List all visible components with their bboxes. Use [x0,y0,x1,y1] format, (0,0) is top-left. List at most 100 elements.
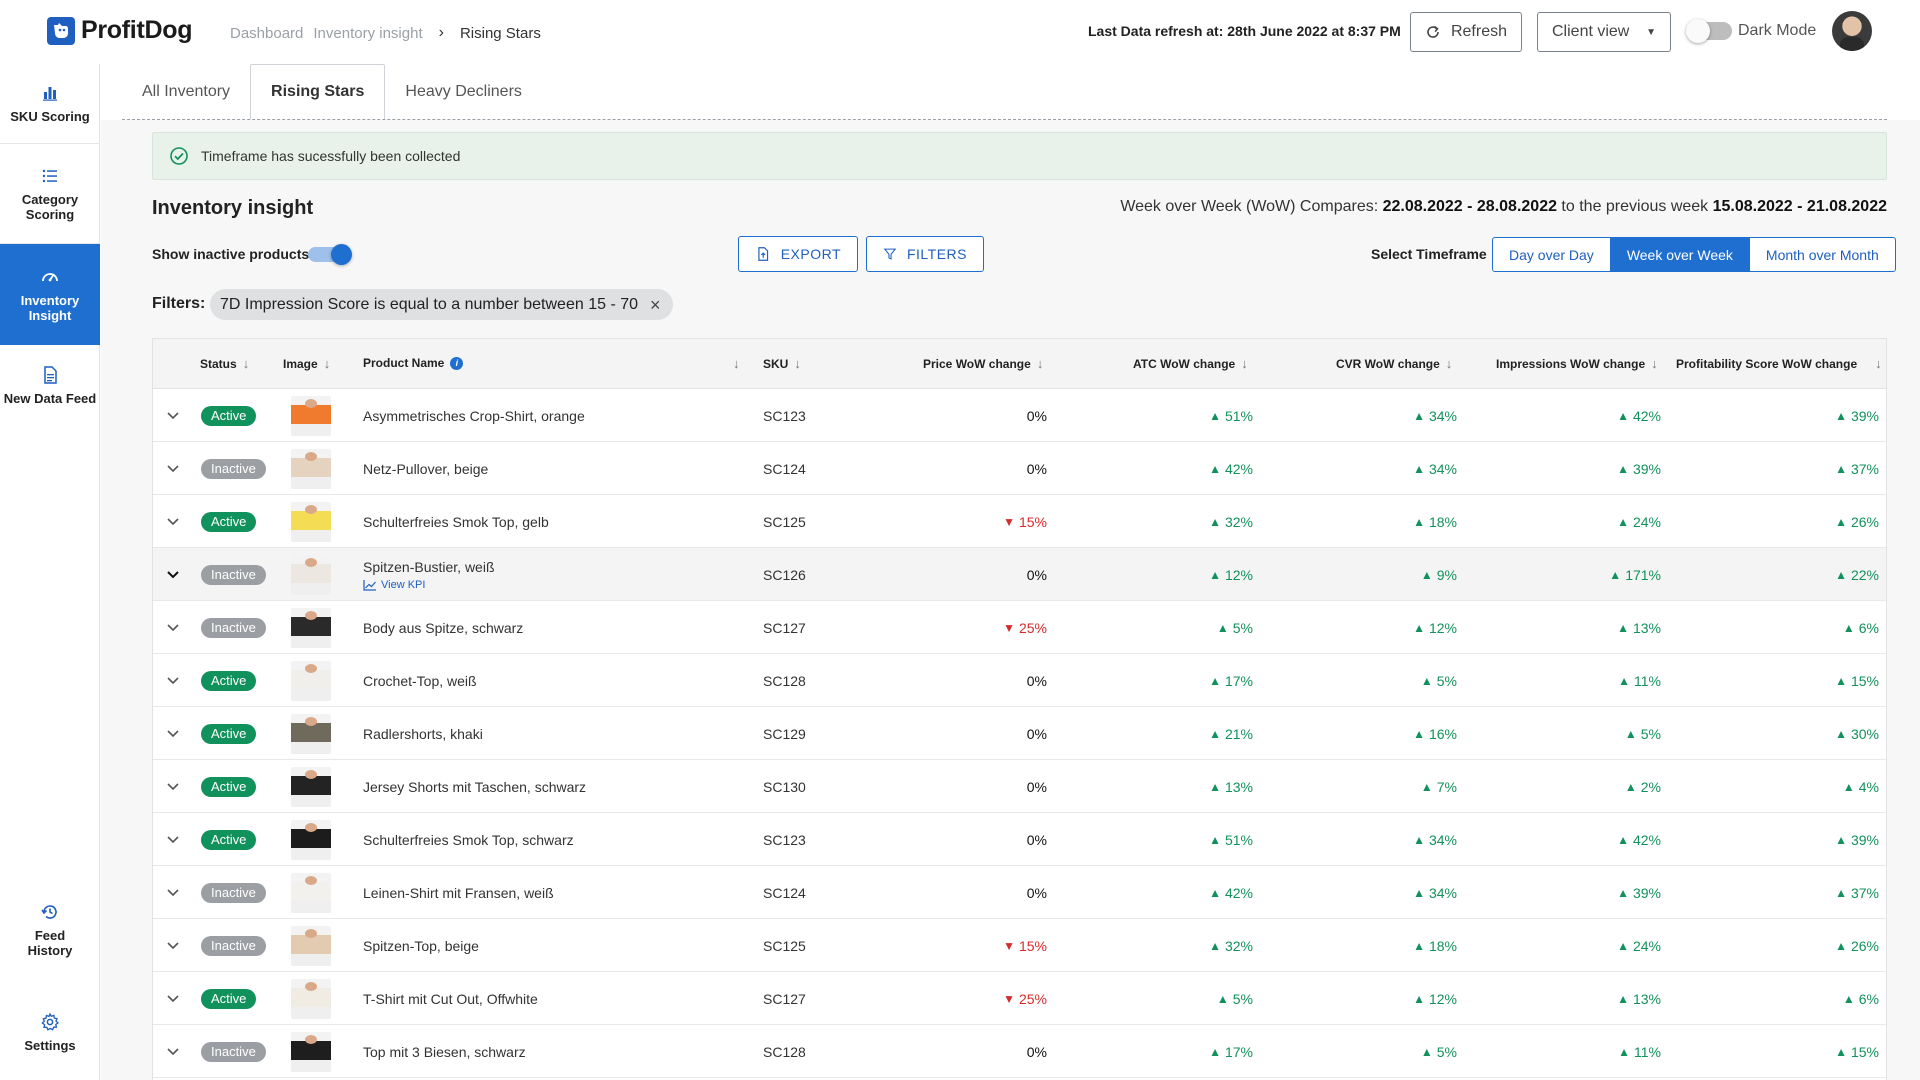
header-cvr[interactable]: CVR WoW change ↓ [1336,356,1452,371]
product-image[interactable] [291,707,331,760]
product-name: Netz-Pullover, beige [363,460,489,477]
success-alert: Timeframe has sucessfully been collected [152,132,1887,180]
table-row[interactable]: Inactive Top mit 3 Biesen, schwarz SC128 0%… [153,1025,1886,1078]
header-sku[interactable]: SKU ↓ [763,356,801,371]
header-product-name[interactable]: Product Name i [363,356,464,370]
price-change: ▼ 25% [913,601,1047,654]
logo[interactable]: ProfitDog [47,16,192,45]
timeframe-day-over-day[interactable]: Day over Day [1493,238,1611,271]
sidebar-item-inventory-insight[interactable]: Inventory Insight [0,244,100,345]
table-row[interactable]: Inactive Netz-Pullover, beige SC124 0% ▲ 42% ▲… [153,442,1886,495]
table-row[interactable]: Inactive Body aus Spitze, schwarz SC127 ▼ 25… [153,601,1886,654]
view-kpi-link[interactable]: View KPI [363,579,425,591]
cvr-change-value: 5% [1436,672,1457,689]
table-row[interactable]: Inactive Spitzen-Bustier, weiß View KPI SC1… [153,548,1886,601]
show-inactive-toggle[interactable] [308,244,352,265]
user-avatar[interactable] [1832,11,1872,51]
product-thumbnail [291,925,331,966]
table-row[interactable]: Active Crochet-Top, weiß SC128 0% ▲ 17% ▲ 5% ▲ 11… [153,654,1886,707]
expand-row-chevron-icon[interactable] [163,813,183,866]
sidebar-item-sku-scoring[interactable]: SKU Scoring [0,64,100,144]
product-image[interactable] [291,442,331,495]
expand-row-chevron-icon[interactable] [163,654,183,707]
dark-mode-toggle[interactable] [1686,19,1732,43]
header-label: Image [283,356,318,371]
status-label: Inactive [201,1041,266,1062]
expand-row-chevron-icon[interactable] [163,601,183,654]
header-impressions[interactable]: Impressions WoW change ↓ [1496,356,1658,371]
sku-value: SC124 [763,884,806,901]
expand-row-chevron-icon[interactable] [163,442,183,495]
triangle-up-icon: ▲ [1216,620,1229,635]
triangle-up-icon: ▲ [1216,991,1229,1006]
info-icon[interactable]: i [450,356,464,370]
header-atc[interactable]: ATC WoW change ↓ [1133,356,1248,371]
sidebar-item-feed-history[interactable]: Feed History [0,890,100,970]
header-status[interactable]: Status ↓ [200,356,249,371]
table-row[interactable]: Inactive Leinen-Shirt mit Fransen, weiß SC… [153,866,1886,919]
profitability-change: ▲ 6% [1713,972,1879,1025]
product-image[interactable] [291,813,331,866]
expand-row-chevron-icon[interactable] [163,1025,183,1078]
header-product-sort[interactable]: ↓ [733,356,740,371]
table-row[interactable]: Active T-Shirt mit Cut Out, Offwhite SC127… [153,972,1886,1025]
expand-row-chevron-icon[interactable] [163,866,183,919]
expand-row-chevron-icon[interactable] [163,919,183,972]
product-image[interactable] [291,601,331,654]
product-image[interactable] [291,495,331,548]
expand-row-chevron-icon[interactable] [163,760,183,813]
table-row[interactable]: Active Schulterfreies Smok Top, schwarz SC… [153,813,1886,866]
timeframe-month-over-month[interactable]: Month over Month [1765,246,1879,263]
impressions-change: ▲ 2% [1513,760,1661,813]
timeframe-week-over-week[interactable]: Week over Week [1610,238,1750,271]
product-image[interactable] [291,972,331,1025]
tab-all-inventory[interactable]: All Inventory [142,83,231,100]
expand-row-chevron-icon[interactable] [163,548,183,601]
product-image[interactable] [291,654,331,707]
triangle-up-icon: ▲ [1617,938,1629,953]
atc-change: ▲ 5% [1113,972,1253,1025]
table-row[interactable]: Active Schulterfreies Smok Top, gelb SC125… [153,495,1886,548]
client-view-select[interactable]: Client view ▼ [1537,12,1671,52]
sidebar-item-new-data-feed[interactable]: New Data Feed [0,345,100,425]
table-row[interactable]: Active Asymmetrisches Crop-Shirt, orange S… [153,389,1886,442]
product-thumbnail [291,501,331,542]
refresh-button[interactable]: Refresh [1410,12,1522,52]
product-name: Crochet-Top, weiß [363,672,477,689]
close-icon[interactable]: × [650,294,661,315]
current-range: 22.08.2022 - 28.08.2022 [1382,198,1557,215]
expand-row-chevron-icon[interactable] [163,389,183,442]
product-image[interactable] [291,919,331,972]
table-row[interactable]: Inactive Spitzen-Top, beige SC125 ▼ 15% ▲ 32% ▲… [153,919,1886,972]
triangle-up-icon: ▲ [1413,991,1425,1006]
table-row[interactable]: Active Jersey Shorts mit Taschen, schwarz… [153,760,1886,813]
breadcrumb-dashboard[interactable]: Dashboard [230,24,304,42]
product-name: Spitzen-Top, beige [363,937,479,954]
expand-row-chevron-icon[interactable] [163,495,183,548]
product-image[interactable] [291,548,331,601]
atc-change: ▲ 17% [1113,1025,1253,1078]
header-price[interactable]: Price WoW change ↓ [923,356,1043,371]
product-thumbnail [291,713,331,754]
table-row[interactable]: Active Radlershorts, khaki SC129 0% ▲ 21% ▲ 16%… [153,707,1886,760]
product-name-cell: Radlershorts, khaki [363,707,483,760]
cvr-change-value: 12% [1428,619,1457,636]
product-image[interactable] [291,760,331,813]
expand-row-chevron-icon[interactable] [163,972,183,1025]
breadcrumb-inventory-insight[interactable]: Inventory insight [313,24,423,42]
product-image[interactable] [291,866,331,919]
expand-row-chevron-icon[interactable] [163,707,183,760]
sidebar-item-settings[interactable]: Settings [0,992,100,1072]
sidebar-item-category-scoring[interactable]: Category Scoring [0,144,100,244]
tab-heavy-decliners[interactable]: Heavy Decliners [405,83,522,100]
filters-button[interactable]: FILTERS [866,236,984,272]
product-image[interactable] [291,389,331,442]
header-image[interactable]: Image ↓ [283,356,330,371]
sort-arrow-icon: ↓ [1241,356,1248,371]
product-image[interactable] [291,1025,331,1078]
header-profitability[interactable]: Profitability Score WoW change ↓ [1676,356,1882,371]
status-badge: Active [201,760,257,813]
profitability-change-value: 26% [1850,513,1879,530]
tab-rising-stars[interactable]: Rising Stars [250,64,386,120]
export-button[interactable]: EXPORT [738,236,858,272]
